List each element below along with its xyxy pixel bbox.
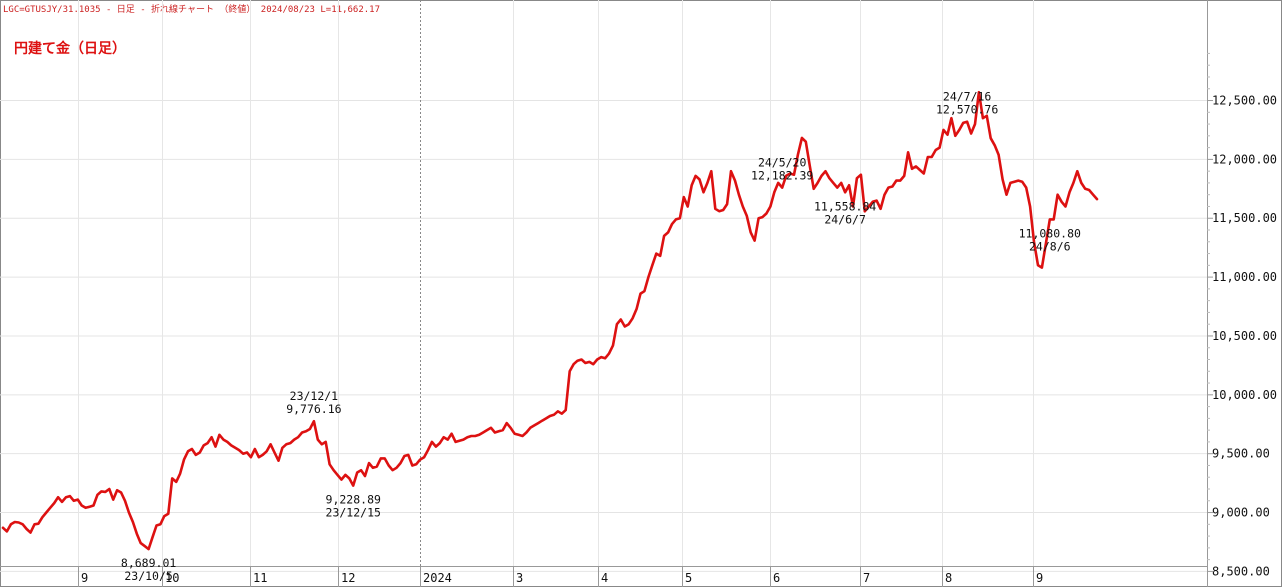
annotation-label: 23/12/1 [290,389,339,403]
y-tick-label: 11,000.00 [1212,270,1277,284]
y-tick-label: 9,000.00 [1212,506,1270,520]
y-tick-label: 10,500.00 [1212,329,1277,343]
annotation-label: 8,689.01 [121,556,176,570]
y-tick-label: 10,000.00 [1212,388,1277,402]
x-tick-label: 7 [863,571,870,585]
annotation-label: 24/8/6 [1029,239,1071,253]
annotation-label: 9,776.16 [286,402,341,416]
annotation-label: 11,558.84 [814,199,876,213]
y-tick-label: 9,500.00 [1212,447,1270,461]
x-tick-label: 8 [945,571,952,585]
x-tick-label: 12 [341,571,355,585]
x-tick-label: 6 [773,571,780,585]
x-tick-label: 4 [601,571,608,585]
annotation-label: 11,080.80 [1019,226,1081,240]
x-tick-label: 5 [685,571,692,585]
y-tick-label: 12,000.00 [1212,152,1277,166]
price-line [1,90,1099,551]
annotation-label: 23/12/15 [326,506,381,520]
x-tick-label: 9 [81,571,88,585]
x-tick-label: 2024 [423,571,452,585]
annotation-label: 24/5/20 [758,156,807,170]
chart-header: LGC=GTUSJY/31.1035 - 日足 - 折れ線チャート （終値） 2… [3,5,380,15]
x-tick-label: 9 [1036,571,1043,585]
x-tick-label: 10 [165,571,179,585]
annotation-label: 12,182.39 [751,169,813,183]
y-tick-label: 11,500.00 [1212,211,1277,225]
annotation-label: 12,570.76 [936,103,998,117]
x-tick-label: 11 [253,571,267,585]
annotation-label: 24/7/16 [943,90,992,104]
y-tick-label: 12,500.00 [1212,94,1277,108]
y-tick-label: 8,500.00 [1212,564,1270,578]
chart-title: 円建て金（日足） [14,41,126,57]
annotation-label: 24/6/7 [824,212,866,226]
x-tick-label: 3 [516,571,523,585]
annotation-label: 23/10/5 [124,569,172,583]
annotation-label: 9,228.89 [326,493,381,507]
